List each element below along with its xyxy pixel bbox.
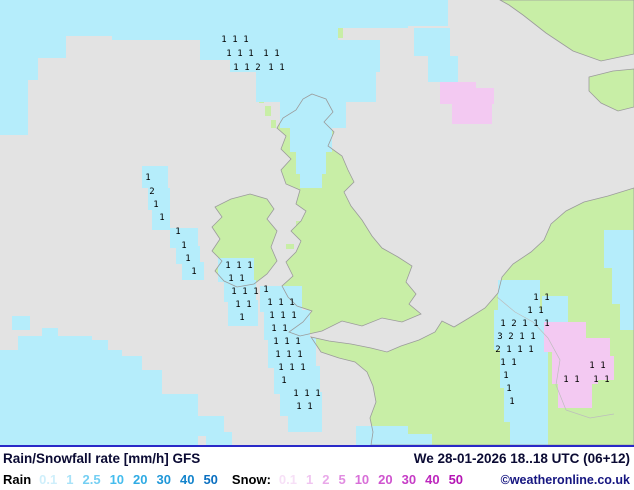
rain-scale-value: 10	[109, 472, 125, 487]
map-svg	[0, 0, 634, 445]
snow-scale-value: 2	[322, 472, 330, 487]
rain-scale-value: 40	[179, 472, 195, 487]
map-title: Rain/Snowfall rate [mm/h] GFS	[3, 451, 201, 466]
legend-bar: Rain/Snowfall rate [mm/h] GFS We 28-01-2…	[0, 445, 634, 490]
copyright: ©weatheronline.co.uk	[500, 472, 630, 487]
country-borders	[496, 296, 615, 419]
map-datetime: We 28-01-2026 18..18 UTC (06+12)	[413, 451, 630, 466]
rain-scale-value: 50	[203, 472, 218, 487]
rain-scale: 0.1 1 2.5 10 20 30 40 50	[39, 472, 218, 487]
snow-cells	[440, 82, 614, 408]
rain-scale-value: 20	[133, 472, 148, 487]
rain-scale-value: 2.5	[82, 472, 101, 487]
snow-legend-label: Snow:	[231, 472, 271, 487]
rain-legend-label: Rain	[3, 472, 32, 487]
snow-scale-value: 40	[425, 472, 440, 487]
snow-scale-value: 5	[338, 472, 346, 487]
rain-scale-value: 1	[66, 472, 74, 487]
snow-scale-value: 1	[305, 472, 314, 487]
snow-scale-value: 20	[378, 472, 393, 487]
legend-title-row: Rain/Snowfall rate [mm/h] GFS We 28-01-2…	[0, 447, 634, 469]
rain-scale-value: 0.1	[39, 472, 58, 487]
snow-scale: 0.1 1 2 5 10 20 30 40 50	[279, 472, 463, 487]
rain-cells	[0, 0, 634, 445]
snow-scale-value: 50	[448, 472, 464, 487]
legend-scale-row: Rain 0.1 1 2.5 10 20 30 40 50 Snow: 0.1 1 2 5 10 20 3…	[0, 469, 634, 490]
snow-scale-value: 0.1	[278, 472, 297, 487]
rain-scale-value: 30	[156, 472, 171, 487]
snow-scale-value: 10	[354, 472, 370, 487]
snow-scale-value: 30	[401, 472, 417, 487]
